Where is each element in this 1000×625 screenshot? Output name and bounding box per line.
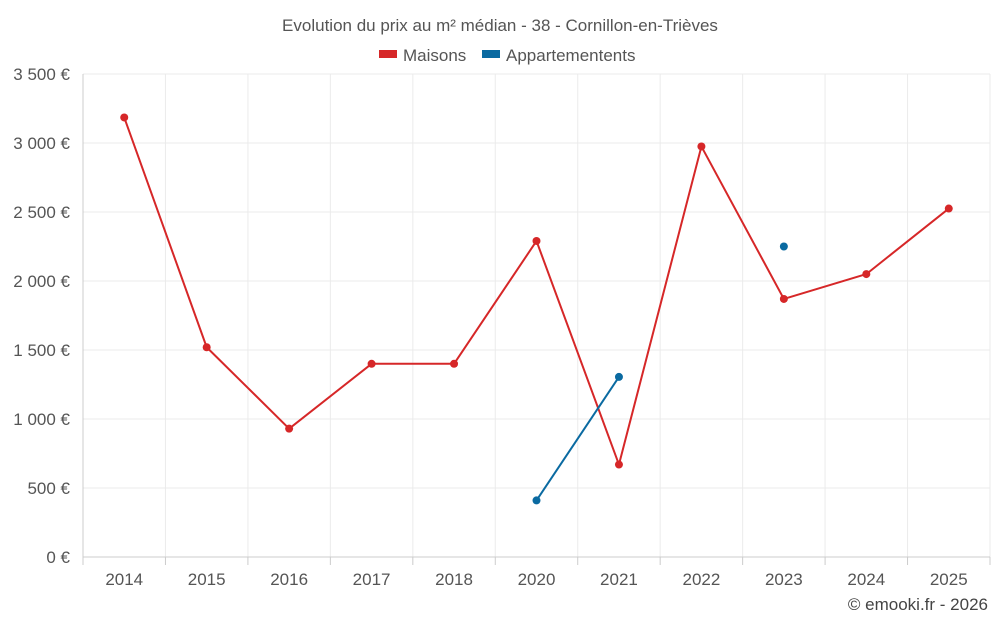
- x-tick-label: 2023: [765, 570, 803, 589]
- legend-label-maisons: Maisons: [403, 46, 466, 65]
- y-tick-label: 2 000 €: [13, 272, 70, 291]
- x-tick-label: 2017: [353, 570, 391, 589]
- x-tick-label: 2024: [847, 570, 885, 589]
- axes: [82, 74, 991, 565]
- y-tick-label: 3 500 €: [13, 65, 70, 84]
- legend-swatch-appartements: [482, 50, 500, 58]
- legend-swatch-maisons: [379, 50, 397, 58]
- data-point-maisons[interactable]: [367, 359, 376, 368]
- data-point-maisons[interactable]: [532, 236, 541, 245]
- y-tick-label: 1 000 €: [13, 410, 70, 429]
- data-point-appartementents[interactable]: [779, 242, 788, 251]
- legend: Maisons Appartementents: [379, 46, 635, 65]
- series: [120, 113, 953, 505]
- credit-text: © emooki.fr - 2026: [848, 595, 988, 614]
- data-point-maisons[interactable]: [450, 359, 459, 368]
- data-point-appartementents[interactable]: [614, 372, 623, 381]
- gridlines: [83, 73, 991, 557]
- legend-item-appartements[interactable]: Appartementents: [482, 46, 635, 65]
- x-axis-ticks: 2014 2015 2016 2017 2018 2020 2021 2022 2023 2024…: [105, 570, 967, 589]
- legend-label-appartements: Appartementents: [506, 46, 635, 65]
- chart-title: Evolution du prix au m² médian - 38 - Co…: [282, 16, 718, 35]
- y-tick-label: 3 000 €: [13, 134, 70, 153]
- x-tick-label: 2018: [435, 570, 473, 589]
- y-tick-label: 2 500 €: [13, 203, 70, 222]
- x-tick-label: 2016: [270, 570, 308, 589]
- data-point-maisons[interactable]: [697, 142, 706, 151]
- y-tick-label: 1 500 €: [13, 341, 70, 360]
- x-tick-label: 2020: [518, 570, 556, 589]
- data-point-maisons[interactable]: [779, 294, 788, 303]
- series-appartementents: [532, 242, 788, 505]
- x-tick-label: 2022: [682, 570, 720, 589]
- x-tick-label: 2015: [188, 570, 226, 589]
- data-point-maisons[interactable]: [944, 204, 953, 213]
- data-point-maisons[interactable]: [202, 343, 211, 352]
- data-point-maisons[interactable]: [614, 460, 623, 469]
- x-tick-label: 2025: [930, 570, 968, 589]
- y-axis-ticks: 0 € 500 € 1 000 € 1 500 € 2 000 € 2 500 € 3 00…: [13, 65, 70, 567]
- x-tick-label: 2014: [105, 570, 143, 589]
- y-tick-label: 500 €: [27, 479, 70, 498]
- y-tick-label: 0 €: [46, 548, 70, 567]
- series-maisons: [120, 113, 953, 469]
- data-point-maisons[interactable]: [120, 113, 129, 122]
- x-tick-label: 2021: [600, 570, 638, 589]
- data-point-appartementents[interactable]: [532, 496, 541, 505]
- legend-item-maisons[interactable]: Maisons: [379, 46, 466, 65]
- data-point-maisons[interactable]: [862, 270, 871, 279]
- series-line-appartementents: [535, 376, 620, 501]
- data-point-maisons[interactable]: [285, 424, 294, 433]
